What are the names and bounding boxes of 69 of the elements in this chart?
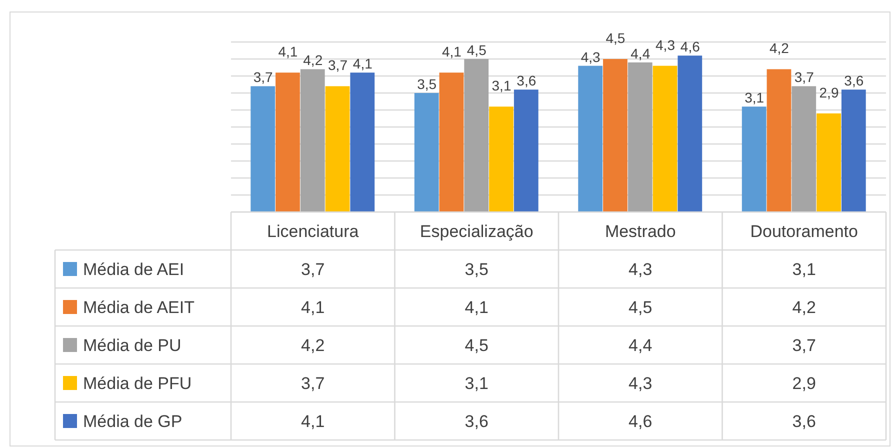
text: 2,9 bbox=[819, 84, 839, 100]
data-label: 4,5 bbox=[628, 298, 652, 317]
data-label: 4,1 bbox=[301, 298, 325, 317]
bar bbox=[414, 93, 439, 212]
text: 4,1 bbox=[442, 44, 462, 60]
data-label: 4,1 bbox=[301, 412, 325, 431]
bar bbox=[841, 90, 866, 212]
data-label: 4,3 bbox=[628, 374, 652, 393]
legend-label: Média de AEIT bbox=[83, 298, 195, 317]
bar bbox=[742, 106, 766, 212]
text: 4,2 bbox=[770, 40, 789, 56]
bar bbox=[766, 69, 792, 212]
bar bbox=[603, 59, 628, 212]
bar bbox=[816, 113, 841, 212]
legend-label: Média de GP bbox=[83, 412, 182, 431]
text: 3,7 bbox=[794, 69, 814, 86]
bar bbox=[678, 56, 702, 212]
data-label: 3,7 bbox=[301, 374, 325, 393]
bar bbox=[792, 86, 816, 212]
bar bbox=[325, 86, 350, 212]
text: 4,6 bbox=[680, 38, 700, 55]
legend-label: Média de AEI bbox=[83, 260, 184, 279]
data-label: 4,1 bbox=[464, 298, 488, 317]
text: 3,7 bbox=[328, 57, 348, 74]
text: 4,5 bbox=[466, 42, 486, 58]
text: 3,7 bbox=[253, 69, 273, 86]
bar bbox=[652, 66, 678, 212]
data-label: 3,1 bbox=[464, 374, 488, 393]
text: 4,3 bbox=[580, 48, 600, 65]
text: 3,1 bbox=[744, 90, 764, 106]
data-label: 4,2 bbox=[301, 336, 325, 355]
data-label: 4,5 bbox=[464, 336, 488, 355]
data-label: 3,1 bbox=[792, 260, 816, 279]
text: 3,6 bbox=[844, 72, 864, 89]
bar bbox=[464, 59, 489, 212]
data-label: 4,4 bbox=[628, 336, 652, 355]
bar bbox=[628, 62, 652, 212]
bar bbox=[276, 72, 300, 212]
bar bbox=[489, 106, 514, 212]
bar bbox=[350, 72, 375, 212]
text: 3,6 bbox=[516, 72, 536, 89]
data-label: 3,6 bbox=[464, 412, 488, 431]
data-label: 4,2 bbox=[792, 298, 816, 317]
bar bbox=[578, 66, 603, 212]
text: 4,1 bbox=[278, 44, 298, 60]
data-label: 4,6 bbox=[628, 412, 652, 431]
x-tick-label: Licenciatura bbox=[267, 222, 360, 241]
text: 4,3 bbox=[656, 36, 675, 53]
bar bbox=[250, 86, 276, 212]
x-tick-label: Especialização bbox=[420, 222, 534, 241]
text: 3,5 bbox=[417, 76, 437, 92]
data-label: 4,3 bbox=[628, 260, 652, 279]
bar bbox=[439, 72, 464, 212]
text: 4,5 bbox=[606, 30, 626, 46]
text: 4,2 bbox=[303, 52, 323, 68]
data-label: 3,5 bbox=[464, 260, 488, 279]
data-label: 3,7 bbox=[792, 336, 816, 355]
data-label: 2,9 bbox=[792, 374, 816, 393]
text: 4,4 bbox=[630, 45, 650, 62]
data-label: 3,6 bbox=[792, 412, 816, 431]
legend-label: Média de PU bbox=[83, 336, 182, 355]
bar bbox=[514, 90, 538, 212]
data-label: 3,7 bbox=[301, 260, 325, 279]
bar bbox=[300, 69, 325, 212]
x-tick-label: Mestrado bbox=[604, 222, 676, 241]
x-tick-label: Doutoramento bbox=[750, 222, 858, 241]
text: 3,1 bbox=[492, 78, 512, 94]
text: 4,1 bbox=[352, 56, 372, 72]
legend-label: Média de PFU bbox=[83, 374, 192, 393]
